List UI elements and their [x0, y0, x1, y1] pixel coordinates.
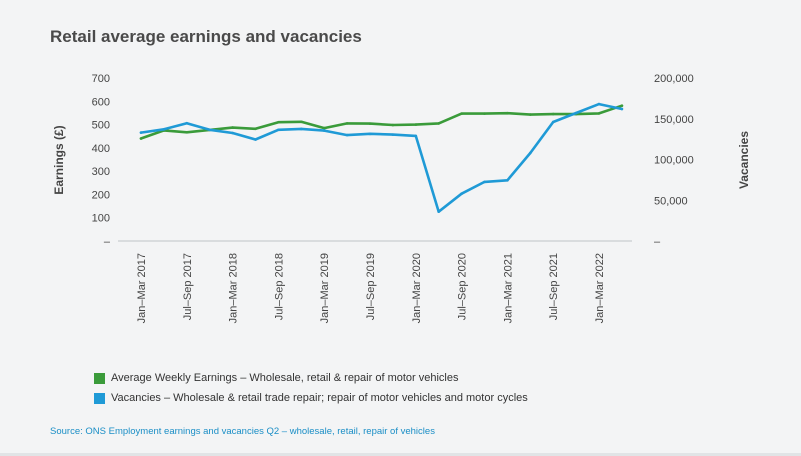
x-tick-label: Jul–Sep 2020 [457, 253, 469, 320]
series-line-earnings [139, 104, 624, 140]
data-point-earnings [322, 126, 326, 130]
data-point-earnings [414, 123, 418, 126]
data-point-vacancies [185, 121, 189, 125]
chart-title: Retail average earnings and vacancies [50, 27, 362, 46]
legend-label-vacancies: Vacancies – Wholesale & retail trade rep… [111, 392, 528, 404]
data-point-earnings [277, 120, 280, 124]
y-tick-label: – [104, 236, 111, 248]
series-layer [139, 102, 624, 213]
legend-item-vacancies: Vacancies – Wholesale & retail trade rep… [94, 388, 528, 408]
x-tick-label: Jan–Mar 2021 [502, 253, 514, 323]
y2-tick-label: 200,000 [654, 73, 694, 85]
data-point-vacancies [391, 133, 395, 136]
data-point-vacancies [208, 128, 211, 132]
data-point-earnings [254, 127, 257, 131]
data-point-earnings [597, 112, 601, 115]
data-point-vacancies [300, 127, 303, 131]
x-tick-label: Jan–Mar 2017 [136, 253, 148, 323]
y-tick-label: 300 [92, 166, 110, 178]
x-tick-label: Jan–Mar 2020 [411, 253, 423, 323]
data-point-vacancies [506, 178, 509, 182]
data-point-earnings [529, 113, 532, 116]
x-tick-label: Jul–Sep 2017 [182, 253, 194, 320]
data-point-earnings [231, 126, 234, 129]
data-point-vacancies [162, 128, 166, 131]
data-point-earnings [483, 112, 486, 115]
legend-item-earnings: Average Weekly Earnings – Wholesale, ret… [94, 368, 528, 388]
y2-axis-title: Vacancies [737, 131, 751, 189]
legend-swatch-earnings [94, 372, 105, 384]
data-point-vacancies [574, 111, 578, 115]
data-point-vacancies [437, 210, 441, 213]
data-point-vacancies [529, 151, 532, 155]
source-note: Source: ONS Employment earnings and vaca… [50, 426, 435, 437]
data-point-vacancies [231, 131, 234, 135]
data-point-vacancies [551, 120, 555, 124]
data-point-vacancies [277, 128, 280, 132]
data-point-vacancies [460, 192, 463, 196]
data-point-vacancies [597, 102, 601, 106]
y-tick-label: 100 [92, 213, 110, 225]
series-line-vacancies [139, 102, 624, 213]
data-point-earnings [437, 122, 441, 125]
legend-label-earnings: Average Weekly Earnings – Wholesale, ret… [111, 372, 459, 384]
data-point-vacancies [322, 129, 326, 132]
bottom-rule [0, 453, 801, 456]
y2-tick-label: – [654, 236, 661, 248]
y-tick-label: 500 [92, 120, 110, 132]
legend: Average Weekly Earnings – Wholesale, ret… [94, 368, 528, 408]
x-axis-ticks: Jan–Mar 2017 Jul–Sep 2017 Jan–Mar 2018 Jul–… [136, 253, 606, 323]
x-tick-label: Jan–Mar 2022 [594, 253, 606, 323]
data-point-vacancies [620, 107, 624, 111]
y2-tick-label: 150,000 [654, 114, 694, 126]
data-point-vacancies [368, 132, 372, 136]
data-point-earnings [460, 112, 463, 115]
data-point-vacancies [139, 131, 143, 134]
y-tick-label: 400 [92, 143, 110, 155]
data-point-earnings [551, 112, 555, 116]
y2-tick-label: 100,000 [654, 155, 694, 167]
x-tick-label: Jul–Sep 2021 [548, 253, 560, 320]
data-point-vacancies [414, 134, 418, 138]
y-tick-label: 700 [92, 73, 110, 85]
y2-tick-label: 50,000 [654, 195, 688, 207]
data-point-vacancies [254, 138, 257, 141]
data-point-earnings [368, 122, 372, 125]
data-point-vacancies [483, 180, 486, 184]
x-tick-label: Jul–Sep 2019 [365, 253, 377, 320]
left-axis-ticks: – 100 200 300 400 500 600 700 [92, 73, 111, 248]
x-tick-label: Jan–Mar 2019 [319, 253, 331, 323]
data-point-earnings [300, 120, 303, 124]
data-point-earnings [139, 137, 143, 140]
y-tick-label: 200 [92, 189, 110, 201]
right-axis-ticks: – 50,000 100,000 150,000 200,000 [654, 73, 694, 248]
x-tick-label: Jan–Mar 2018 [228, 253, 240, 323]
legend-swatch-vacancies [94, 392, 105, 404]
x-tick-label: Jul–Sep 2018 [273, 253, 285, 320]
y-tick-label: 600 [92, 96, 110, 108]
data-point-earnings [620, 104, 624, 108]
y-axis-title: Earnings (£) [52, 125, 66, 194]
data-point-vacancies [345, 133, 349, 137]
data-point-earnings [345, 122, 349, 125]
data-point-earnings [506, 111, 509, 115]
data-point-earnings [185, 130, 189, 134]
data-point-earnings [391, 123, 395, 127]
